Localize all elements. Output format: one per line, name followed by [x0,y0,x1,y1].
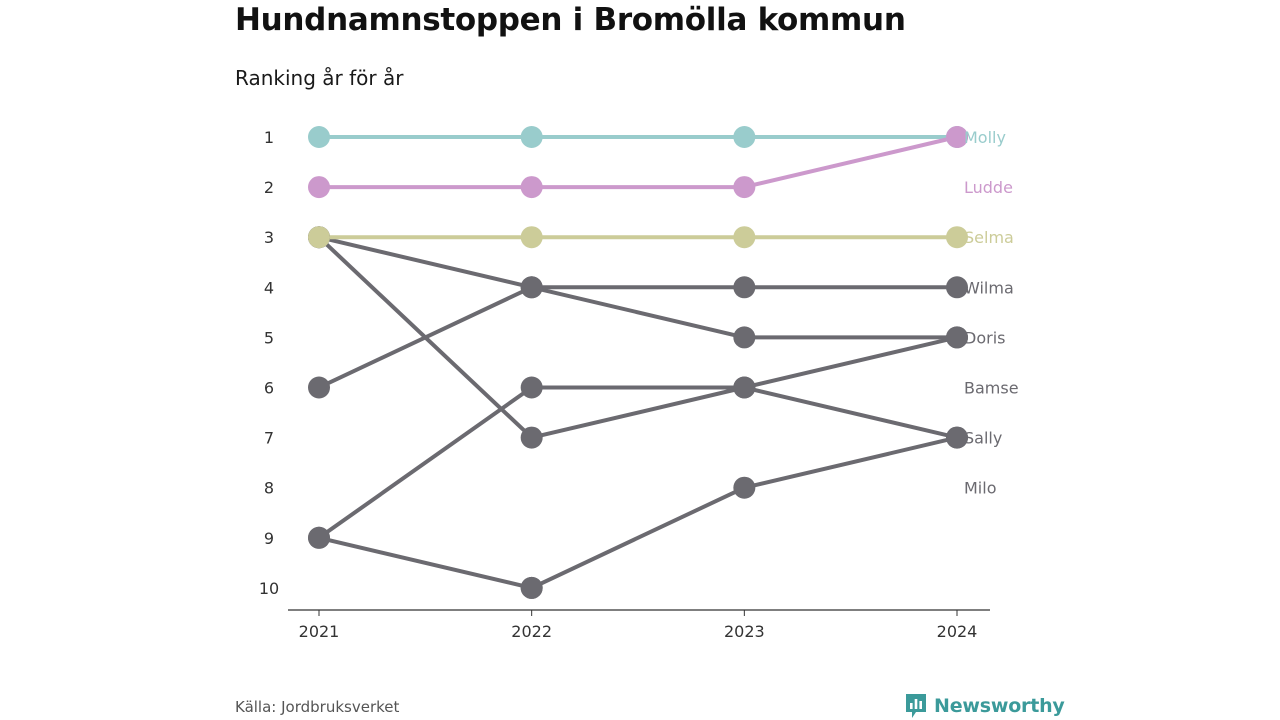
data-point-selma [946,226,969,249]
end-label: Doris [964,328,1005,347]
data-point [520,576,543,599]
x-tick-label: 2022 [511,622,552,641]
data-point-molly [308,126,330,148]
series-line-bamse [317,335,960,540]
data-point-ludde [308,176,330,199]
end-label: Molly [964,128,1006,147]
chart-subtitle: Ranking år för år [235,66,404,90]
data-point-selma [308,226,330,249]
data-point-doris [733,326,756,349]
data-point-molly [520,126,543,148]
y-tick-label: 9 [264,529,274,548]
y-tick-label: 6 [264,379,274,398]
series-line-milo [529,435,960,590]
data-point-sally [946,426,969,449]
data-point-selma [733,226,756,249]
brand-logo: Newsworthy [904,692,1065,720]
data-point-sally [520,426,543,449]
data-point-bamse [733,376,756,399]
end-label: Selma [964,228,1014,247]
y-tick-label: 4 [264,278,274,297]
data-point-ludde-2024 [957,126,969,148]
data-point-molly [733,126,756,148]
data-point-wilma [308,376,330,399]
y-tick-label: 10 [259,579,279,598]
y-tick-label: 5 [264,328,274,347]
end-label: Bamse [964,379,1019,398]
end-label: Wilma [964,278,1014,297]
y-tick-label: 2 [264,178,274,197]
data-point-wilma [520,276,543,299]
x-tick-label: 2021 [299,622,340,641]
y-tick-label: 3 [264,228,274,247]
chart-title: Hundnamnstoppen i Bromölla kommun [235,2,906,38]
data-point-wilma [733,276,756,299]
x-tick-label: 2023 [724,622,765,641]
series-line-doris [317,235,960,340]
y-tick-label: 8 [264,479,274,498]
series-line-ludde [317,135,960,190]
y-tick-label: 7 [264,429,274,448]
series-line-wilma [317,285,960,390]
y-tick-label: 1 [264,128,274,147]
newsworthy-logo-icon [906,694,926,718]
brand-name: Newsworthy [934,695,1065,717]
data-point-ludde [733,176,756,199]
bump-chart: 1 2 3 4 5 6 7 8 9 10 2021 2022 2023 2024 Molly Ludde Sel… [259,126,1019,641]
data-point-bamse [520,376,543,399]
end-label: Ludde [964,178,1013,197]
data-point-ludde [520,176,543,199]
source-note: Källa: Jordbruksverket [235,698,400,716]
x-tick-label: 2024 [937,622,978,641]
series-line [317,535,534,590]
end-label: Milo [964,479,996,498]
data-point-wilma [946,276,969,299]
end-label: Sally [964,429,1002,448]
data-point-milo [733,476,756,499]
data-point-doris [946,326,969,349]
data-point-selma [520,226,543,249]
data-point [308,526,330,549]
